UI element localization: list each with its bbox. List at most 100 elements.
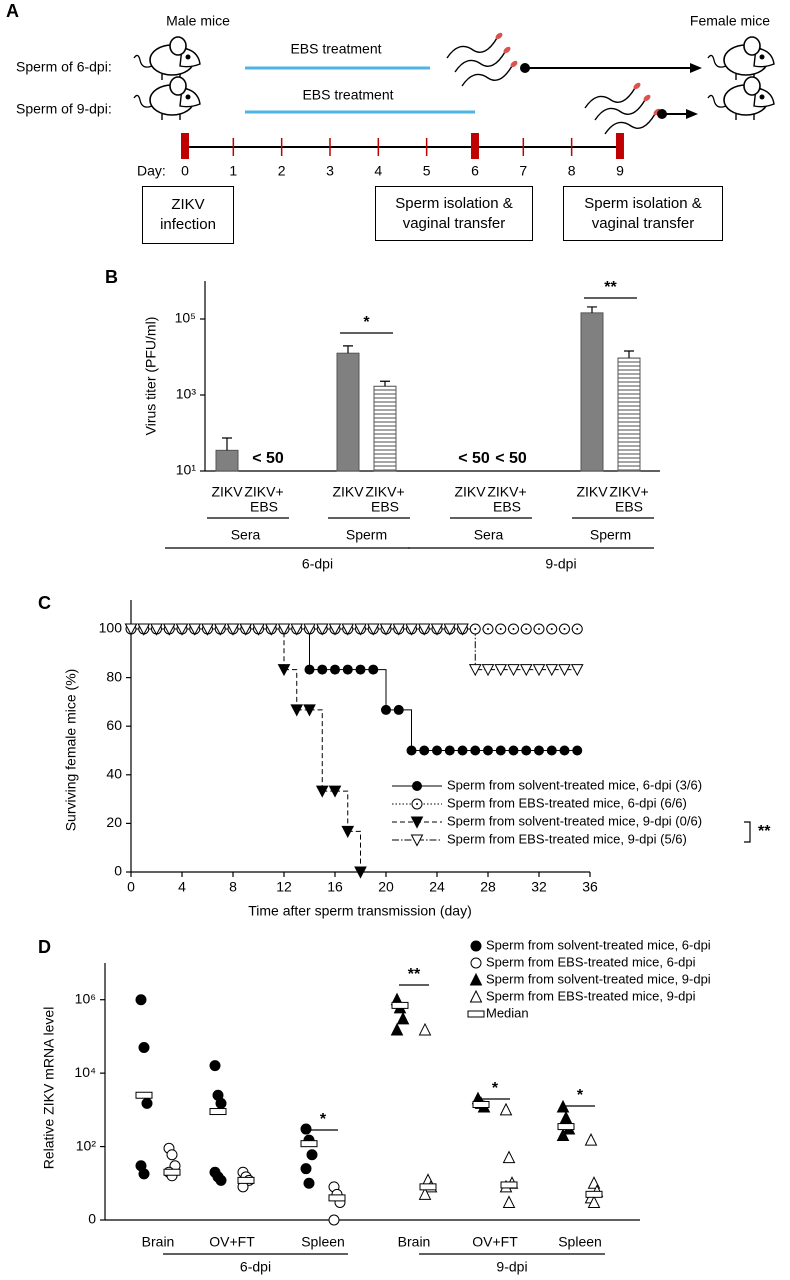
marker [444, 745, 455, 756]
marker [317, 664, 328, 675]
median-marker [585, 1190, 603, 1198]
marker-dot [499, 628, 502, 630]
marker [559, 745, 570, 756]
significance: ** [604, 279, 617, 296]
value-label: < 50 [495, 450, 527, 467]
legend-marker [410, 816, 424, 829]
marker [303, 1177, 315, 1189]
legend-label: Sperm from EBS-treated mice, 6-dpi [486, 954, 696, 969]
sperm-head [633, 82, 641, 90]
box: Sperm isolation & vaginal transfer [375, 186, 533, 241]
legend-label: Sperm from EBS-treated mice, 9-dpi (5/6) [447, 831, 687, 846]
median-marker [135, 1091, 153, 1099]
marker [213, 623, 227, 636]
marker [508, 745, 519, 756]
x-tick-label: OV+FT [472, 1234, 518, 1250]
marker [519, 664, 533, 677]
significance: ** [758, 823, 771, 840]
error-bar [343, 345, 353, 354]
x-tick-label: Brain [142, 1234, 175, 1250]
marker [495, 623, 507, 635]
marker [162, 623, 176, 636]
x-tick-label: EBS [615, 499, 643, 515]
panel-label: C [38, 593, 51, 613]
x-tick-label: ZIKV+ [609, 484, 648, 500]
marker [124, 623, 138, 636]
marker [520, 623, 532, 635]
marker [559, 1110, 573, 1124]
mouse-ear [743, 76, 761, 96]
marker [430, 623, 444, 636]
x-tick-label: ZIKV+ [487, 484, 526, 500]
legend-marker [469, 989, 483, 1003]
treatment-label: EBS treatment [302, 87, 393, 103]
x-tick-label: 16 [327, 879, 343, 895]
marker [209, 1060, 221, 1072]
day-label: 3 [326, 163, 334, 179]
legend-marker [467, 1010, 485, 1018]
x-tick-label: ZIKV+ [244, 484, 283, 500]
marker [379, 623, 393, 636]
marker [264, 623, 278, 636]
step-line [271, 628, 285, 670]
marker [252, 623, 265, 636]
x-tick-label: 8 [229, 879, 237, 895]
significance: ** [408, 966, 421, 983]
marker [482, 623, 494, 635]
marker [226, 623, 240, 636]
marker [315, 623, 329, 636]
y-tick-label: 10¹ [176, 462, 197, 478]
legend-marker [469, 972, 483, 986]
marker [418, 1187, 432, 1200]
marker [215, 1097, 227, 1109]
marker [507, 664, 520, 677]
sperm-head [495, 32, 503, 40]
marker [443, 623, 457, 636]
marker [277, 623, 291, 636]
x-tick-label: 36 [582, 879, 598, 895]
median-marker [472, 1100, 490, 1108]
day-label: 7 [519, 163, 527, 179]
legend-marker [470, 940, 482, 952]
marker-dot [512, 628, 515, 630]
legend-label: Sperm from EBS-treated mice, 9-dpi [486, 988, 696, 1003]
marker [393, 704, 404, 715]
y-tick-label: 0 [114, 863, 122, 879]
marker [366, 623, 380, 636]
marker [368, 664, 379, 675]
marker [277, 664, 291, 677]
arrow-head [686, 109, 698, 119]
mouse-tail [133, 94, 153, 108]
marker [508, 623, 519, 635]
mouse-tail [133, 54, 153, 68]
bar [617, 357, 641, 472]
legend-label: Sperm from solvent-treated mice, 9-dpi (… [447, 813, 702, 828]
legend-marker [411, 798, 423, 810]
sperm-tail [604, 113, 656, 135]
median-marker [163, 1168, 181, 1176]
marker [521, 745, 532, 756]
bar [580, 312, 604, 472]
median-marker [328, 1194, 346, 1202]
sperm-head [510, 60, 518, 68]
marker [239, 623, 253, 636]
treatment-label: EBS treatment [290, 41, 381, 57]
heading: Male mice [166, 13, 230, 29]
marker [534, 745, 544, 756]
marker [201, 623, 214, 636]
y-tick-label: 10⁶ [75, 990, 96, 1006]
marker [392, 623, 406, 636]
x-tick-label: EBS [493, 499, 521, 515]
legend-marker [410, 834, 424, 847]
step-line [296, 628, 310, 670]
bar [215, 449, 239, 472]
marker [432, 745, 442, 756]
marker [559, 623, 570, 635]
marker [150, 623, 163, 636]
legend-marker [470, 957, 482, 969]
subgroup-label: Sperm [346, 527, 387, 543]
significance: * [320, 1111, 327, 1128]
timeline-marker [615, 133, 624, 159]
sperm-head [643, 94, 651, 102]
